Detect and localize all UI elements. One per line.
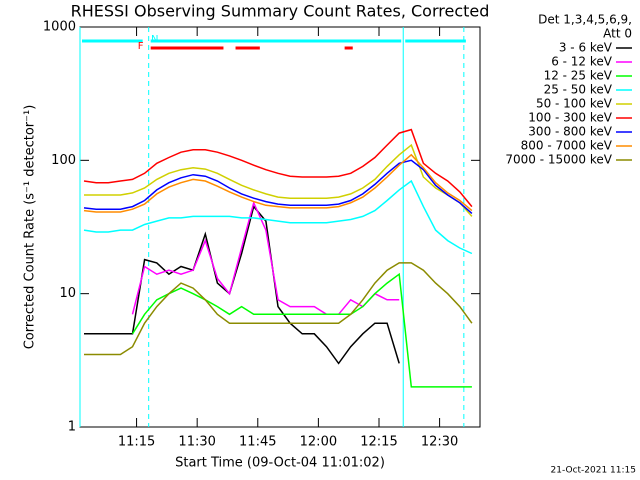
series-line	[83, 153, 473, 213]
y-tick-label: 10	[59, 286, 76, 301]
timestamp: 21-Oct-2021 11:15	[551, 466, 636, 476]
x-tick-label: 12:00	[300, 435, 337, 450]
legend-label: 12 - 25 keV	[544, 69, 613, 83]
y-tick-label: 1	[68, 420, 76, 435]
legend-label: 300 - 800 keV	[528, 125, 612, 139]
flag-bar	[82, 39, 143, 43]
chart-title: RHESSI Observing Summary Count Rates, Co…	[71, 2, 490, 21]
flag-bar	[405, 39, 466, 43]
legend-label: 800 - 7000 keV	[521, 139, 613, 153]
y-axis-label: Corrected Count Rate (s⁻¹ detector⁻¹)	[23, 105, 38, 350]
legend-title: Det 1,3,4,5,6,9,	[538, 13, 632, 27]
series-line	[84, 262, 473, 356]
flag-label: N	[151, 34, 158, 45]
legend-label: 7000 - 15000 keV	[505, 153, 612, 167]
y-tick-label: 100	[51, 153, 76, 168]
y-tick-label: 1000	[43, 20, 76, 35]
legend-label: 100 - 300 keV	[528, 111, 612, 125]
flag-bar	[150, 46, 224, 50]
x-tick-label: 11:30	[178, 435, 215, 450]
legend-title: Att 0	[603, 27, 632, 41]
flag-bar	[150, 39, 402, 43]
legend-label: 6 - 12 keV	[551, 55, 613, 69]
series-line	[83, 159, 473, 214]
x-tick-label: 11:15	[118, 435, 155, 450]
x-axis-label: Start Time (09-Oct-04 11:01:02)	[175, 456, 385, 471]
x-tick-label: 11:45	[239, 435, 276, 450]
flag-label: F	[138, 41, 144, 52]
series-line	[84, 205, 400, 365]
series-line	[83, 179, 473, 255]
series-line	[131, 272, 472, 388]
flag-bar	[235, 46, 260, 50]
x-tick-label: 12:15	[360, 435, 397, 450]
legend-label: 25 - 50 keV	[544, 83, 613, 97]
series-line	[84, 143, 473, 217]
legend-label: 3 - 6 keV	[559, 41, 613, 55]
x-tick-label: 12:30	[421, 435, 458, 450]
series-line	[131, 200, 400, 316]
legend-label: 50 - 100 keV	[536, 97, 613, 111]
series-line	[83, 128, 473, 208]
flag-bar	[344, 46, 353, 50]
